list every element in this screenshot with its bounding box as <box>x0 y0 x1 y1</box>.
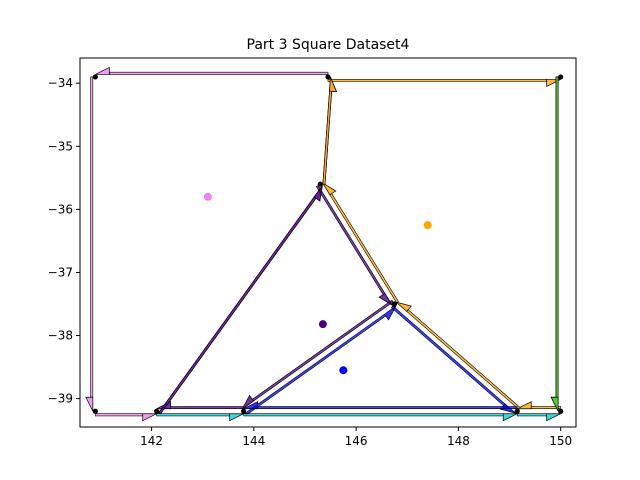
edge-arrow <box>243 413 518 422</box>
edge-arrowhead <box>546 413 561 422</box>
centroid-point <box>339 366 348 375</box>
edge-arrowhead <box>329 76 338 92</box>
edge-shaft <box>243 413 504 417</box>
y-tick-label: −35 <box>48 139 73 153</box>
edge-arrow <box>158 185 323 415</box>
vertices-layer <box>92 74 564 414</box>
x-tick-label: 144 <box>242 434 265 448</box>
vertex-point <box>514 408 520 414</box>
edge-arrow <box>156 401 244 410</box>
y-tick-label: −34 <box>48 76 73 90</box>
edge-arrowhead <box>502 413 518 422</box>
edge-shaft <box>90 76 94 398</box>
x-tick-label: 142 <box>140 434 163 448</box>
x-tick-label: 150 <box>549 434 572 448</box>
edge-arrow <box>390 305 516 414</box>
x-tick-label: 148 <box>447 434 470 448</box>
edge-arrow <box>95 66 329 75</box>
vertex-point <box>558 74 564 80</box>
edge-arrow <box>327 79 561 87</box>
vertex-point <box>154 408 160 414</box>
y-axis: −34 −35 −36 −37 −38 −39 <box>48 76 80 406</box>
edge-arrowhead <box>322 182 337 196</box>
y-tick-label: −37 <box>48 265 73 279</box>
edge-shaft <box>516 413 547 417</box>
edge-arrowhead <box>313 185 323 202</box>
vertex-point <box>558 408 564 414</box>
edge-arrow <box>243 401 518 410</box>
edge-arrowhead <box>550 396 559 412</box>
edge-arrow <box>517 401 561 410</box>
vertex-point <box>241 408 247 414</box>
edge-shaft <box>109 71 329 75</box>
edge-arrowhead <box>395 301 412 312</box>
edge-shaft <box>390 305 506 406</box>
edge-shaft <box>329 193 399 304</box>
edge-arrowhead <box>229 413 244 422</box>
edge-arrowhead <box>517 401 532 410</box>
vertex-point <box>317 181 323 187</box>
edge-shaft <box>95 413 144 417</box>
edge-shaft <box>315 185 386 295</box>
edge-arrowhead <box>546 79 561 87</box>
edge-arrow <box>95 413 157 422</box>
edge-arrow <box>241 299 394 410</box>
edge-shaft <box>257 406 518 410</box>
edge-arrowhead <box>142 413 157 422</box>
edge-shaft <box>251 299 394 402</box>
edge-shaft <box>327 79 547 82</box>
edge-arrowhead <box>85 396 94 412</box>
edge-arrow <box>395 301 521 410</box>
edge-arrowhead <box>95 66 110 75</box>
edges-layer <box>85 66 561 422</box>
edge-shaft <box>170 406 244 410</box>
edge-shaft <box>406 309 521 410</box>
chart-title: Part 3 Square Dataset4 <box>247 37 410 53</box>
vertex-point <box>92 74 98 80</box>
centroid-point <box>203 192 212 201</box>
centroids-layer <box>203 192 432 375</box>
y-tick-label: −39 <box>48 392 73 406</box>
x-axis: 142 144 146 148 150 <box>140 427 572 448</box>
y-tick-label: −36 <box>48 202 73 216</box>
edge-arrow <box>322 76 338 185</box>
x-tick-label: 146 <box>345 434 368 448</box>
edge-shaft <box>555 76 559 398</box>
edge-shaft <box>322 90 333 185</box>
centroid-point <box>423 221 432 230</box>
edge-shaft <box>156 413 230 417</box>
edge-arrow <box>315 185 393 306</box>
plot-frame <box>79 57 577 428</box>
edge-arrow <box>550 76 559 412</box>
edge-arrow <box>85 76 94 412</box>
edge-arrowhead <box>241 394 255 410</box>
edge-arrow <box>156 413 244 422</box>
centroid-point <box>318 320 327 329</box>
vertex-point <box>92 408 98 414</box>
vertex-point <box>391 301 398 307</box>
vertex-point <box>325 74 331 80</box>
edge-shaft <box>244 313 387 416</box>
y-tick-label: −38 <box>48 329 73 343</box>
edge-arrowhead <box>384 305 397 321</box>
edge-arrowhead <box>243 401 258 410</box>
edge-arrow <box>322 182 399 304</box>
edge-arrow <box>516 413 561 422</box>
